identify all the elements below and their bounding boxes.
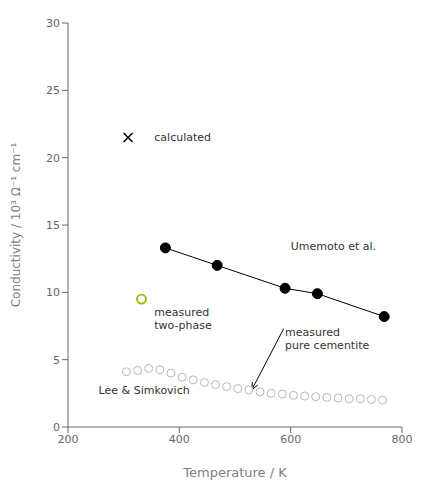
svg-text:Lee & Simkovich: Lee & Simkovich bbox=[99, 384, 190, 397]
svg-text:calculated: calculated bbox=[154, 131, 211, 144]
svg-text:Conductivity / 10³ Ω⁻¹ cm⁻¹: Conductivity / 10³ Ω⁻¹ cm⁻¹ bbox=[9, 143, 23, 308]
svg-text:15: 15 bbox=[46, 219, 60, 232]
svg-text:Umemoto et al.: Umemoto et al. bbox=[291, 240, 376, 253]
svg-text:5: 5 bbox=[53, 354, 60, 367]
svg-text:measuredtwo-phase: measuredtwo-phase bbox=[154, 306, 212, 332]
svg-text:0: 0 bbox=[53, 421, 60, 434]
svg-text:25: 25 bbox=[46, 84, 60, 97]
svg-text:600: 600 bbox=[280, 433, 301, 446]
svg-text:400: 400 bbox=[169, 433, 190, 446]
svg-text:10: 10 bbox=[46, 286, 60, 299]
svg-text:30: 30 bbox=[46, 17, 60, 30]
svg-text:800: 800 bbox=[392, 433, 413, 446]
svg-text:Temperature / K: Temperature / K bbox=[182, 465, 287, 480]
svg-text:200: 200 bbox=[58, 433, 79, 446]
svg-text:measuredpure cementite: measuredpure cementite bbox=[285, 326, 369, 352]
svg-text:20: 20 bbox=[46, 152, 60, 165]
